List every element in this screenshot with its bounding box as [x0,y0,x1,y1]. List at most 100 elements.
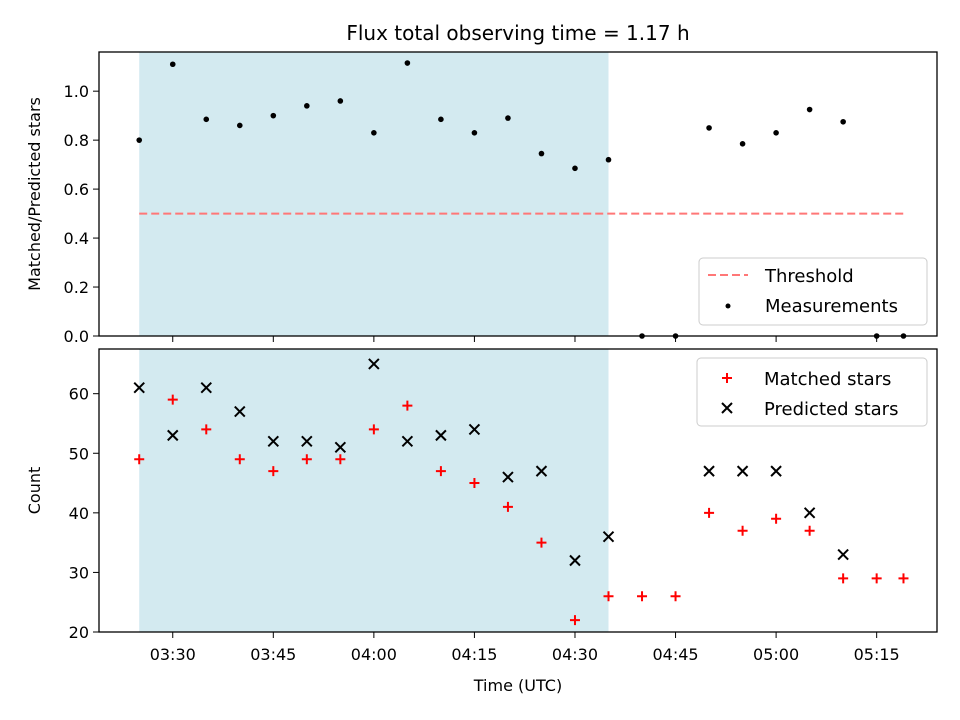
predicted-star-point [301,435,313,448]
predicted-star-point [770,465,782,477]
matched-star-point [670,591,681,602]
legend: Threshold Measurements [698,257,928,326]
x-tick-label: 04:15 [451,645,497,664]
x-tick-label: 03:30 [150,645,196,664]
y-axis-label: Matched/Predicted stars [25,97,44,291]
x-tick-label: 03:45 [250,645,296,664]
y-tick-label: 0.4 [64,229,89,248]
measurement-point [739,141,746,147]
legend-matched-swatch [722,373,732,383]
top-panel: 0.0 0.2 0.4 0.6 0.8 1.0 Matched/Predicted star… [25,51,938,346]
matched-star-point [804,525,815,536]
measurement-point [371,129,377,136]
y-tick-label: 0.6 [64,180,89,199]
matched-star-point [898,573,909,584]
measurement-point [505,115,511,121]
measurement-point [572,165,578,172]
predicted-star-point [837,548,849,561]
matched-star-point [335,454,346,465]
predicted-star-point [435,429,447,442]
predicted-star-point [535,465,548,477]
measurement-point [236,122,243,129]
predicted-star-point [267,435,280,448]
predicted-star-point [602,530,615,543]
measurement-point [706,125,712,131]
matched-star-point [301,454,312,465]
matched-star-point [134,454,145,465]
matched-star-point [536,537,547,548]
predicted-star-point [401,435,414,448]
y-tick-label: 0.2 [64,278,89,297]
y-axis-label: Count [25,467,44,515]
matched-star-point [838,573,849,584]
y-tick-label: 1.0 [64,82,89,101]
matched-star-point [704,507,715,518]
measurement-point [136,137,143,143]
observing-span [139,52,609,336]
plot-frame [98,51,938,337]
predicted-star-point [569,554,581,567]
measurement-point [337,98,344,104]
measurement-point [270,112,277,119]
measurement-point [773,129,779,136]
measurement-point [840,118,846,125]
predicted-star-point [703,465,715,477]
matched-star-point [737,525,748,536]
legend: Matched stars Predicted stars [696,357,928,427]
predicted-star-point [468,423,481,436]
plot-frame [98,348,938,633]
matched-star-point [603,591,614,602]
matched-star-point [435,466,446,477]
y-tick-label: 0.8 [64,131,89,150]
x-axis-label: Time (UTC) [473,676,562,695]
legend-threshold-label: Threshold [764,266,854,287]
measurement-point [806,106,813,113]
matched-star-point [502,501,513,512]
measurement-point [304,103,310,109]
bottom-panel: 20 30 40 50 60 03:30 03:45 04:00 04:15 04:30 04:45… [25,348,938,695]
y-tick-label: 0.0 [64,327,89,346]
predicted-star-point [234,405,246,418]
legend-measurements-label: Measurements [765,296,898,317]
matched-star-point [402,400,413,411]
x-tick-label: 04:45 [652,645,698,664]
measurement-point [404,60,411,66]
legend-box [698,257,928,326]
matched-star-point [368,424,379,435]
measurement-point [438,116,444,123]
y-tick-label: 40 [69,504,89,523]
y-tick-label: 50 [69,444,89,463]
y-tick-label: 60 [69,385,89,404]
legend-predicted-swatch [721,402,733,414]
x-tick-label: 04:30 [552,645,598,664]
measurement-point [169,61,176,68]
x-tick-label: 04:00 [351,645,397,664]
x-tick-label: 05:15 [854,645,900,664]
y-tick-label: 20 [69,623,89,642]
legend-measurements-swatch [725,303,731,309]
x-tick-label: 05:00 [753,645,799,664]
matched-star-point [268,466,279,477]
measurement-point [538,150,545,157]
predicted-star-point [133,382,145,394]
legend-predicted-label: Predicted stars [764,399,898,420]
matched-star-point [771,513,782,524]
matched-star-point [569,615,580,626]
predicted-star-point [334,441,347,454]
matched-star-point [167,394,178,405]
predicted-star-point [368,358,380,370]
measurement-point [203,116,210,123]
matched-star-point [201,424,212,435]
predicted-star-point [502,471,514,483]
matched-star-point [469,478,480,489]
legend-box [696,357,928,427]
predicted-star-point [803,507,816,519]
observing-span [139,349,609,632]
matched-star-point [871,573,882,584]
figure-title: Flux total observing time = 1.17 h [346,21,689,45]
y-tick-label: 30 [69,563,89,582]
measurement-point [471,129,478,136]
matched-star-point [234,454,245,465]
predicted-star-point [200,382,212,394]
